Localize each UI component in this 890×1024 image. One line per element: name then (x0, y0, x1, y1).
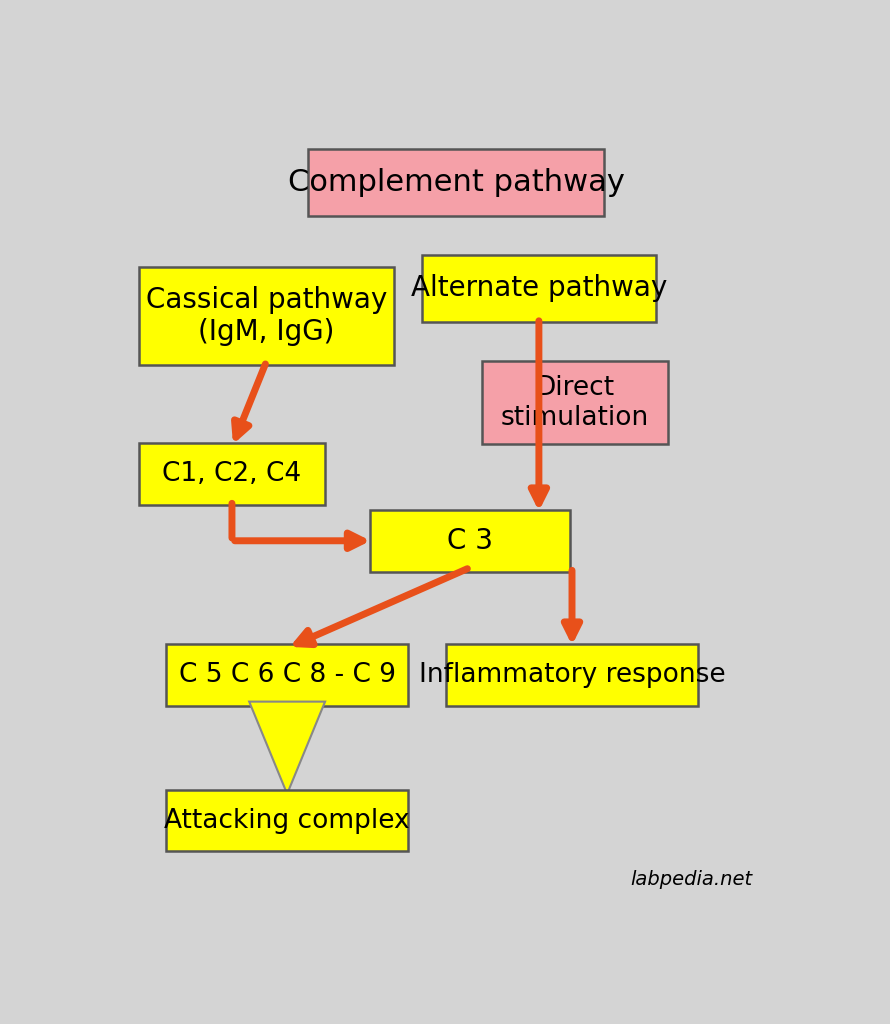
FancyBboxPatch shape (139, 267, 394, 366)
FancyBboxPatch shape (481, 361, 668, 444)
Text: labpedia.net: labpedia.net (631, 870, 753, 889)
Polygon shape (249, 701, 325, 794)
FancyBboxPatch shape (370, 510, 570, 571)
FancyBboxPatch shape (166, 790, 408, 851)
Text: Complement pathway: Complement pathway (287, 168, 625, 197)
Text: C 5 C 6 C 8 - C 9: C 5 C 6 C 8 - C 9 (179, 662, 396, 688)
Text: C 3: C 3 (447, 526, 493, 555)
FancyBboxPatch shape (422, 255, 656, 322)
Text: Attacking complex: Attacking complex (165, 808, 410, 834)
Text: Direct
stimulation: Direct stimulation (501, 375, 649, 431)
FancyBboxPatch shape (446, 644, 698, 706)
FancyBboxPatch shape (139, 443, 325, 505)
FancyBboxPatch shape (308, 148, 604, 215)
FancyBboxPatch shape (166, 644, 408, 706)
Text: Inflammatory response: Inflammatory response (418, 662, 725, 688)
Text: C1, C2, C4: C1, C2, C4 (162, 461, 302, 486)
Text: Cassical pathway
(IgM, IgG): Cassical pathway (IgM, IgG) (146, 286, 387, 346)
Text: Alternate pathway: Alternate pathway (411, 274, 667, 302)
